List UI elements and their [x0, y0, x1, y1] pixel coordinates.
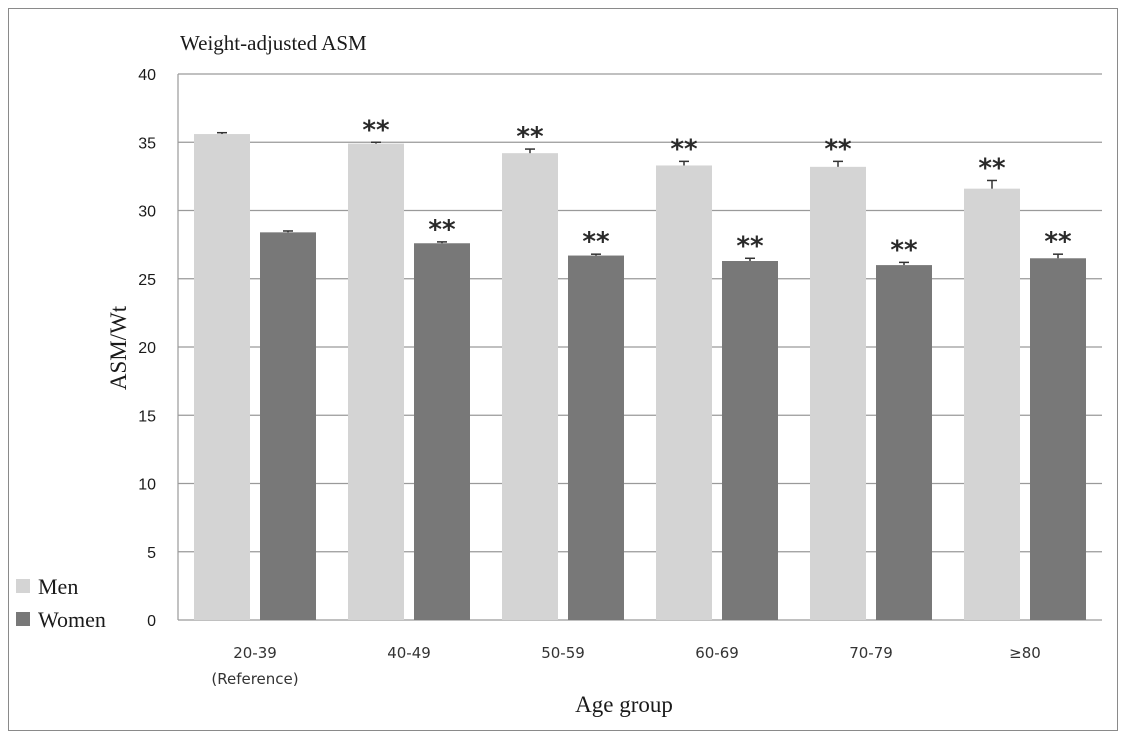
- bar-men-2: [502, 153, 558, 621]
- x-tick-label: 40-49: [387, 644, 431, 662]
- x-axis-ticks: 20-39 (Reference) 40-49 50-59 60-69 70-79 ≥80: [211, 644, 1040, 688]
- significance-mark: **: [890, 235, 918, 265]
- y-tick-label: 15: [138, 408, 156, 425]
- bar-men-1: [348, 143, 404, 621]
- y-tick-label: 20: [138, 340, 156, 357]
- bar-men-5: [964, 188, 1020, 620]
- y-axis-ticks: 0 5 10 15 20 25 30 35 40: [138, 67, 156, 630]
- significance-mark: **: [516, 122, 544, 152]
- bar-women-2: [568, 255, 624, 621]
- significance-mark: **: [824, 134, 852, 164]
- bar-women-5: [1030, 258, 1086, 620]
- legend-label-women: Women: [38, 607, 106, 632]
- x-tick-label: 20-39: [233, 644, 277, 662]
- significance-mark: **: [362, 115, 390, 145]
- chart-frame: [8, 8, 1118, 731]
- y-tick-label: 5: [147, 545, 156, 562]
- bar-women-1: [414, 243, 470, 620]
- y-tick-label: 0: [147, 613, 156, 630]
- y-tick-label: 30: [138, 204, 156, 221]
- x-tick-label: 50-59: [541, 644, 585, 662]
- x-tick-label: ≥80: [1009, 644, 1041, 662]
- grid-lines: [177, 73, 1102, 621]
- y-axis-label: ASM/Wt: [106, 305, 131, 390]
- x-tick-label: 60-69: [695, 644, 739, 662]
- bar-men-4: [810, 166, 866, 620]
- y-tick-label: 35: [138, 135, 156, 152]
- x-tick-label: 70-79: [849, 644, 893, 662]
- significance-mark: **: [978, 153, 1006, 183]
- bar-women-4: [876, 265, 932, 620]
- legend-swatch-men: [16, 579, 30, 593]
- significance-mark: **: [1044, 227, 1072, 257]
- x-axis-label: Age group: [575, 692, 673, 717]
- x-tick-sublabel: (Reference): [211, 670, 298, 688]
- y-tick-label: 10: [138, 477, 156, 494]
- bar-men-0: [194, 134, 250, 620]
- significance-mark: **: [670, 134, 698, 164]
- bar-men-3: [656, 165, 712, 620]
- chart-title: Weight-adjusted ASM: [180, 31, 367, 55]
- bar-women-3: [722, 261, 778, 620]
- bars: ** ** ** ** ** ** ** ** ** **: [194, 115, 1086, 621]
- significance-mark: **: [582, 227, 610, 257]
- legend: Men Women: [16, 574, 106, 632]
- legend-swatch-women: [16, 612, 30, 626]
- significance-mark: **: [428, 215, 456, 245]
- y-tick-label: 40: [138, 67, 156, 84]
- significance-mark: **: [736, 231, 764, 261]
- legend-label-men: Men: [38, 574, 78, 599]
- y-tick-label: 25: [138, 272, 156, 289]
- bar-women-0: [260, 232, 316, 620]
